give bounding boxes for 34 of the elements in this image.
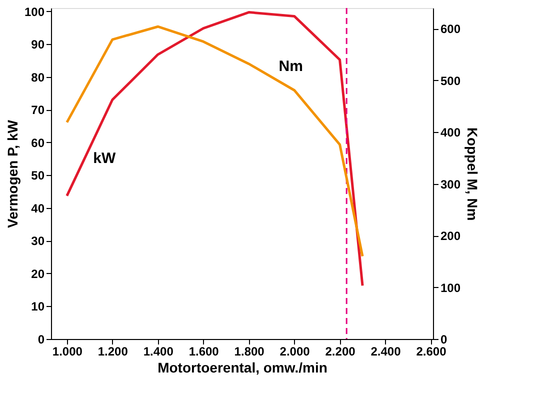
y2-tick-label: 400 [440,126,461,140]
y-tick-label: 80 [31,70,45,84]
x-axis-title: Motortoerental, omw./min [158,360,328,376]
x-tick-label: 1.800 [234,344,265,358]
y2-tick-label: 0 [440,332,448,346]
y-axis-title: Vermogen P, kW [4,119,20,228]
y-tick-label: 70 [31,103,45,118]
x-tick-label: 1.200 [98,344,128,358]
y2-tick-label: 200 [440,229,461,244]
x-tick-label: 1.400 [143,344,174,358]
x-tick-label: 2.000 [280,344,310,358]
y2-tick-label: 500 [440,74,461,88]
y-tick-label: 40 [31,201,45,216]
y-tick-label: 50 [31,168,45,183]
y2-tick-label: 600 [440,22,461,36]
y-tick-label: 20 [31,266,45,281]
x-tick-label: 2.600 [416,344,447,358]
x-tick-label: 2.400 [370,344,402,358]
y-tick-label: 10 [31,300,45,314]
series-label: Nm [278,58,303,75]
y-tick-label: 100 [24,4,45,19]
y2-tick-label: 100 [440,280,461,295]
x-tick-label: 1.000 [52,344,83,358]
y2-tick-label: 300 [440,177,461,192]
y-tick-label: 90 [31,38,45,52]
y-tick-label: 30 [31,234,45,248]
x-tick-label: 1.600 [188,344,220,358]
y-tick-label: 0 [38,332,45,346]
series-label: kW [93,150,116,167]
y-tick-label: 60 [31,136,45,150]
line-series [66,11,364,287]
y2-axis-title: Koppel M, Nm [464,127,481,221]
line-series [66,25,364,258]
x-tick-label: 2.200 [325,344,356,358]
